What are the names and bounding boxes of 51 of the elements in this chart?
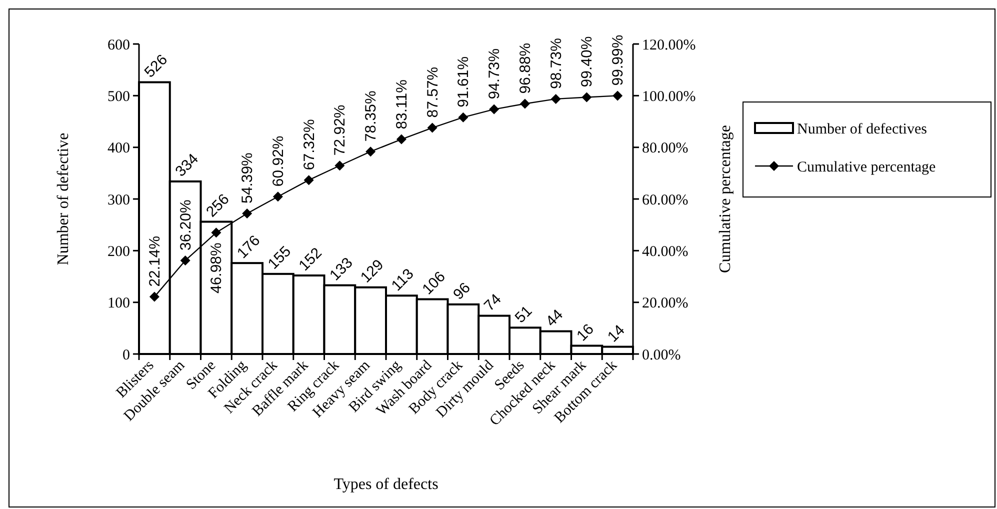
data-label: 96.88% <box>516 42 534 94</box>
data-label: 51 <box>512 302 536 326</box>
data-label: 87.57% <box>424 66 442 118</box>
data-label: 176 <box>234 232 264 262</box>
data-label: 78.35% <box>362 90 380 142</box>
data-label: 526 <box>141 51 171 82</box>
data-label: 83.11% <box>393 80 410 130</box>
y2-tick-label: 120.00% <box>642 37 696 54</box>
data-label: 113 <box>388 266 418 294</box>
data-label: 96 <box>450 279 474 304</box>
data-label: 98.73% <box>548 38 565 89</box>
data-label: 67.32% <box>300 119 318 170</box>
y2-tick-label: 20.00% <box>642 296 688 312</box>
data-label: 72.92% <box>332 104 349 156</box>
data-label: 334 <box>172 150 202 180</box>
y2-tick-label: 60.00% <box>642 192 688 208</box>
data-label: 44 <box>542 306 566 330</box>
data-label: 36.20% <box>177 200 194 250</box>
data-label: 22.14% <box>146 236 164 287</box>
data-label: 14 <box>604 322 628 346</box>
y-tick-label: 200 <box>108 244 130 260</box>
y-tick-label: 0 <box>122 347 130 364</box>
data-label: 99.40% <box>578 36 596 88</box>
y2-tick-label: 0.00% <box>642 347 681 364</box>
data-label: 256 <box>202 190 233 221</box>
y-tick-label: 600 <box>108 37 130 54</box>
data-label: 46.98% <box>208 242 226 294</box>
data-label: 16 <box>573 320 598 345</box>
data-label: 99.99% <box>610 34 627 86</box>
data-label: 133 <box>326 254 356 284</box>
y-tick-label: 300 <box>108 192 130 208</box>
y-tick-label: 400 <box>108 140 130 157</box>
x-axis-title: Types of defects <box>334 476 438 493</box>
y2-tick-label: 80.00% <box>642 140 688 157</box>
legend-label: Cumulative percentage <box>797 159 936 176</box>
legend-label: Number of defectives <box>797 121 928 138</box>
data-label: 60.92% <box>270 136 287 187</box>
y2-tick-label: 40.00% <box>642 244 688 260</box>
y-tick-label: 500 <box>108 88 130 105</box>
data-label: 152 <box>296 244 326 274</box>
data-label: 106 <box>419 268 449 298</box>
y-axis-title: Number of defective <box>55 132 72 266</box>
data-label: 54.39% <box>239 152 256 204</box>
y2-axis-title: Cumulative percentage <box>717 125 734 273</box>
y-tick-label: 100 <box>108 296 130 312</box>
data-label: 129 <box>357 256 388 286</box>
data-label: 91.61% <box>455 56 472 108</box>
data-label: 74 <box>480 290 505 315</box>
data-label: 155 <box>264 243 294 273</box>
data-label: 94.73% <box>486 48 504 100</box>
y2-tick-label: 100.00% <box>642 88 696 105</box>
